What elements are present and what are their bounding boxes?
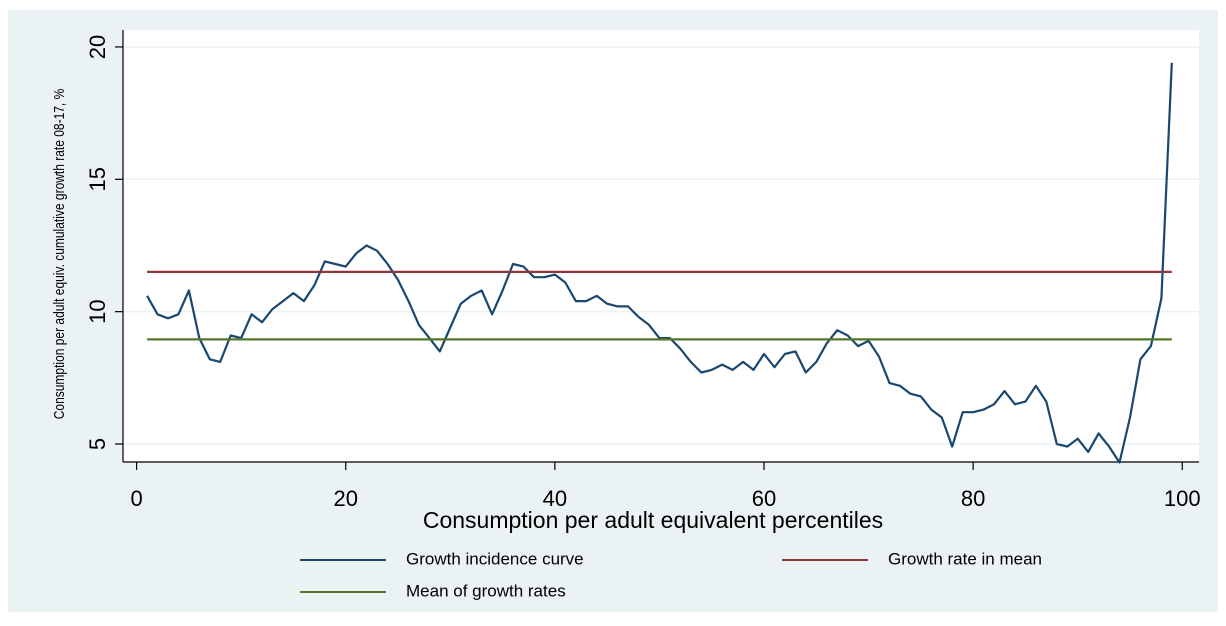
x-tick-label: 0 [130,486,142,511]
x-axis-label: Consumption per adult equivalent percent… [423,507,883,533]
plot-area [123,30,1199,462]
x-tick-label: 100 [1164,486,1201,511]
series-line [146,62,1173,464]
x-tick-label: 80 [961,486,985,511]
legend-label: Mean of growth rates [406,581,566,600]
x-tick-label: 20 [333,486,357,511]
x-tick-label: 60 [752,486,776,511]
y-tick-label: 10 [85,299,110,323]
x-tick-label: 40 [543,486,567,511]
y-axis-label: Consumption per adult equiv. cumulative … [51,89,68,420]
y-tick-label: 20 [85,35,110,59]
legend-label: Growth incidence curve [406,549,584,568]
y-tick-label: 5 [85,438,110,450]
y-tick-label: 15 [85,167,110,191]
legend-label: Growth rate in mean [888,549,1042,568]
